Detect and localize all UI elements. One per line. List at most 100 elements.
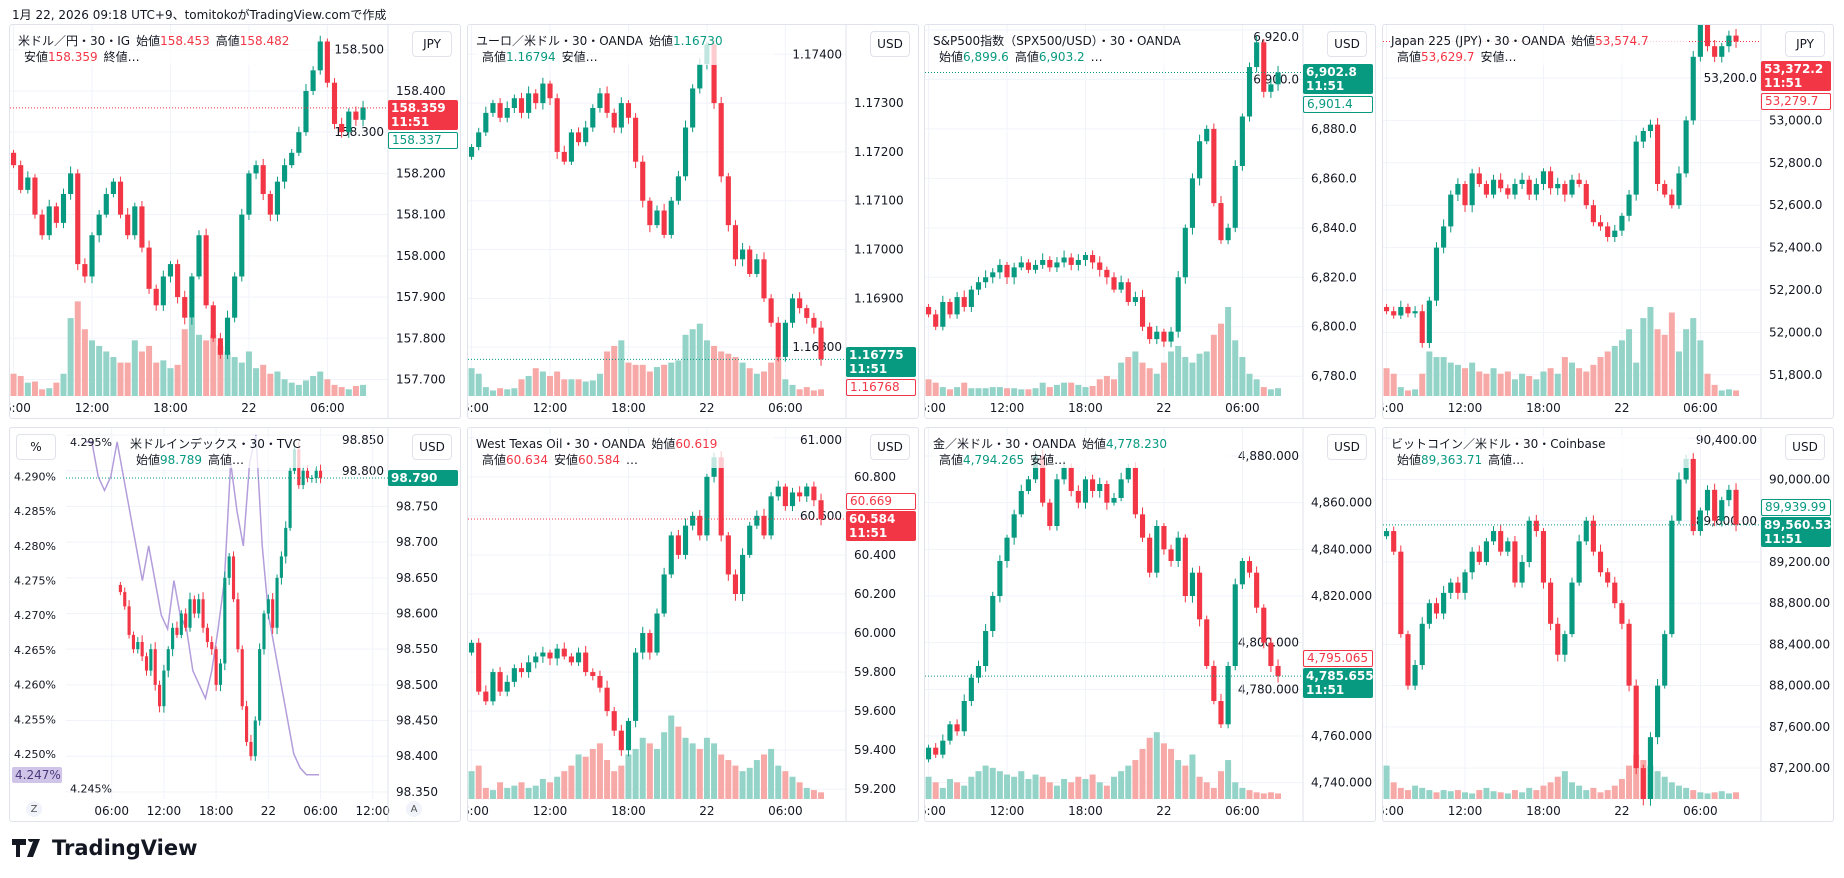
- chart-legend[interactable]: 金／米ドル・30・OANDA 始値4,778.230高値4,794.265 安値…: [933, 436, 1231, 468]
- symbol-title[interactable]: 米ドル／円・30・IG: [18, 34, 131, 48]
- volume-bar: [1526, 787, 1533, 799]
- chart-panel[interactable]: 1.16800 1.16900 1.17000 1.17100 1.17200 1.173…: [467, 24, 919, 419]
- candle-body: [253, 165, 259, 174]
- chart-legend[interactable]: ビットコイン／米ドル・30・Coinbase 始値89,363.71 高値…: [1391, 436, 1689, 468]
- symbol-title[interactable]: 金／米ドル・30・OANDA: [933, 437, 1076, 451]
- candle-body: [718, 457, 724, 536]
- chart-legend[interactable]: West Texas Oil・30・OANDA 始値60.619高値60.634 安…: [476, 436, 774, 468]
- candle-body: [1647, 124, 1654, 131]
- chart-panel[interactable]: 87,200.00 87,600.00 88,000.00 88,400.00 88,8…: [1382, 427, 1834, 822]
- volume-bar: [1433, 792, 1440, 799]
- y-tick-label: 98.550: [396, 642, 438, 656]
- y-tick-label: 98.450: [396, 714, 438, 728]
- volume-bar: [604, 760, 611, 799]
- chart-legend[interactable]: 米ドル／円・30・IG 始値158.453 高値158.482安値158.359 終値…: [18, 33, 316, 65]
- volume-bar: [1540, 371, 1547, 396]
- currency-button[interactable]: USD: [870, 31, 910, 57]
- chart-svg[interactable]: 87,200.00 87,600.00 88,000.00 88,400.00 88,8…: [1383, 428, 1834, 822]
- volume-bar: [31, 381, 38, 396]
- volume-bar: [46, 388, 53, 396]
- chart-panel[interactable]: 51,800.0 52,000.0 52,200.0 52,400.0 52,600.0…: [1382, 24, 1834, 419]
- currency-button[interactable]: USD: [1327, 31, 1367, 57]
- y-tick-label: 6,780.0: [1311, 369, 1357, 383]
- chart-svg[interactable]: 4,740.0004,760.0004,780.0004,800.0004,82…: [925, 428, 1376, 822]
- volume-bar: [646, 743, 653, 799]
- x-tick-label: 06:00: [1383, 804, 1404, 818]
- y-tick-label: 1.17400: [792, 47, 842, 61]
- volume-bar: [1260, 793, 1267, 799]
- currency-button[interactable]: USD: [1327, 434, 1367, 460]
- candle-body: [1605, 226, 1611, 237]
- candle-body: [975, 282, 982, 290]
- auto-scale-button[interactable]: A: [406, 801, 422, 817]
- candle-body: [210, 305, 216, 339]
- volume-bar: [1032, 774, 1039, 799]
- currency-button[interactable]: JPY: [1785, 31, 1825, 57]
- volume-bar: [575, 379, 582, 396]
- symbol-title[interactable]: Japan 225 (JPY)・30・OANDA: [1391, 34, 1566, 48]
- candle-body: [575, 652, 582, 663]
- currency-button[interactable]: USD: [870, 434, 910, 460]
- chart-panel[interactable]: 4,740.0004,760.0004,780.0004,800.0004,82…: [924, 427, 1376, 822]
- chart-svg[interactable]: 157.700 157.800 157.900 158.000 158.100 158.2…: [10, 25, 461, 419]
- symbol-title[interactable]: ユーロ／米ドル・30・OANDA: [476, 34, 643, 48]
- ohlc-label: 始値: [1397, 453, 1422, 467]
- candle-body: [1441, 592, 1447, 614]
- candle-body: [1433, 603, 1440, 614]
- symbol-title[interactable]: S&P500指数（SPX500/USD）・30・OANDA: [933, 34, 1181, 48]
- bar-countdown: 11:51: [1306, 79, 1345, 94]
- chart-panel[interactable]: 59.200 59.400 59.600 59.800 60.000 60.200 60.4…: [467, 427, 919, 822]
- volume-bar: [1068, 782, 1075, 799]
- x-tick-label: 12:00: [533, 804, 568, 818]
- candle-body: [561, 648, 567, 657]
- candle-body: [1640, 768, 1646, 799]
- x-tick-label: 06:00: [1683, 401, 1718, 415]
- chart-legend[interactable]: S&P500指数（SPX500/USD）・30・OANDA始値6,899.6 高値…: [933, 33, 1231, 65]
- x-tick-label: 18:00: [1068, 804, 1103, 818]
- candle-body: [625, 720, 632, 751]
- symbol-title[interactable]: 米ドルインデックス・30・TVC: [130, 437, 301, 451]
- symbol-title[interactable]: ビットコイン／米ドル・30・Coinbase: [1391, 437, 1606, 451]
- candle-body: [132, 206, 138, 236]
- scale-z-button[interactable]: Z: [26, 801, 42, 817]
- candle-body: [1526, 520, 1532, 562]
- chart-svg[interactable]: 59.200 59.400 59.600 59.800 60.000 60.200 60.4…: [468, 428, 919, 822]
- y-tick-label: 53,000.0: [1769, 113, 1822, 127]
- currency-button[interactable]: USD: [412, 434, 452, 460]
- chart-panel[interactable]: 6,780.0 6,800.0 6,820.0 6,840.0 6,860.0 6,880…: [924, 24, 1376, 419]
- candle-body: [266, 599, 270, 614]
- chart-panel[interactable]: 157.700 157.800 157.900 158.000 158.100 158.2…: [9, 24, 461, 419]
- volume-bar: [174, 364, 181, 396]
- candle-body: [954, 724, 960, 732]
- chart-svg[interactable]: 98.350 98.400 98.450 98.500 98.550 98.600 98.6…: [10, 428, 461, 822]
- volume-bar: [245, 351, 252, 396]
- ohlc-item: 始値89,363.71: [1391, 453, 1482, 467]
- left-y-tick-label: 4.250%: [14, 748, 56, 761]
- volume-bar: [711, 345, 718, 396]
- tradingview-logo[interactable]: TradingView: [12, 836, 197, 860]
- chart-legend[interactable]: 米ドルインデックス・30・TVC 始値98.789 高値…: [130, 436, 316, 468]
- percent-scale-button[interactable]: %: [16, 434, 56, 460]
- chart-svg[interactable]: 6,780.0 6,800.0 6,820.0 6,840.0 6,860.0 6,880…: [925, 25, 1376, 419]
- volume-bar: [654, 367, 660, 396]
- currency-button[interactable]: USD: [1785, 434, 1825, 460]
- candle-body: [526, 93, 532, 113]
- ohlc-item: 高値6,903.2: [1009, 50, 1085, 64]
- chart-legend[interactable]: ユーロ／米ドル・30・OANDA 始値1.16730高値1.16794 安値…: [476, 33, 774, 65]
- candle-body: [103, 194, 109, 215]
- volume-bar: [725, 760, 732, 799]
- candle-body: [175, 264, 181, 298]
- y-tick-label: 52,000.0: [1769, 325, 1822, 339]
- candle-body: [697, 64, 703, 89]
- volume-bar: [1490, 368, 1497, 396]
- volume-bar: [1654, 329, 1661, 396]
- y-tick-label: 98.700: [396, 535, 438, 549]
- chart-legend[interactable]: Japan 225 (JPY)・30・OANDA 始値53,574.7高値53,6…: [1391, 33, 1689, 65]
- currency-button[interactable]: JPY: [412, 31, 452, 57]
- y-tick-label: 90,400.00: [1696, 433, 1757, 447]
- chart-panel[interactable]: 98.350 98.400 98.450 98.500 98.550 98.600 98.6…: [9, 427, 461, 822]
- symbol-title[interactable]: West Texas Oil・30・OANDA: [476, 437, 646, 451]
- candle-body: [1125, 282, 1131, 303]
- candle-body: [490, 103, 496, 113]
- ohlc-item: 始値53,574.7: [1565, 34, 1648, 48]
